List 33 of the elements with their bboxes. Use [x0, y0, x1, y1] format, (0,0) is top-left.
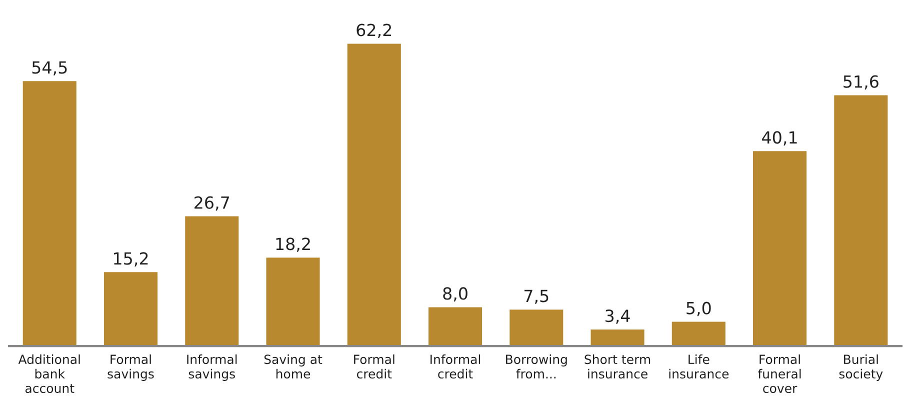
- data-label: 26,7: [194, 196, 230, 211]
- x-tick-label: Formal funeral cover: [758, 354, 801, 394]
- bar: [22, 81, 76, 346]
- bar: [834, 95, 888, 346]
- x-tick-label: Additional bank account: [18, 354, 80, 394]
- bar: [510, 310, 564, 346]
- data-label: 51,6: [844, 75, 878, 90]
- bar: [185, 216, 239, 346]
- bar: [104, 272, 158, 346]
- data-label: 54,5: [32, 61, 67, 76]
- data-label: 7,5: [524, 290, 548, 304]
- bar: [266, 258, 320, 346]
- x-tick-label: Formal credit: [354, 354, 394, 379]
- data-label: 62,2: [356, 24, 392, 38]
- data-label: 5,0: [686, 302, 711, 316]
- x-tick-label: Short term insurance: [584, 354, 650, 379]
- x-tick-label: Borrowing from...: [506, 354, 567, 379]
- x-tick-label: Informal savings: [187, 354, 237, 381]
- x-tick-label: Formal savings: [108, 354, 154, 381]
- bar: [428, 307, 482, 346]
- x-tick-label: Life insurance: [669, 354, 729, 379]
- data-label: 40,1: [762, 131, 797, 146]
- data-label: 3,4: [606, 310, 630, 324]
- x-tick-label: Informal credit: [430, 354, 480, 379]
- data-label: 18,2: [276, 238, 310, 252]
- data-label: 8,0: [443, 287, 468, 302]
- x-tick-label: Burial society: [839, 354, 883, 381]
- data-label: 15,2: [114, 252, 148, 266]
- bar: [672, 322, 726, 346]
- bar: [347, 44, 401, 346]
- bar: [590, 330, 644, 346]
- bar: [753, 151, 807, 346]
- x-tick-label: Saving at home: [264, 354, 322, 379]
